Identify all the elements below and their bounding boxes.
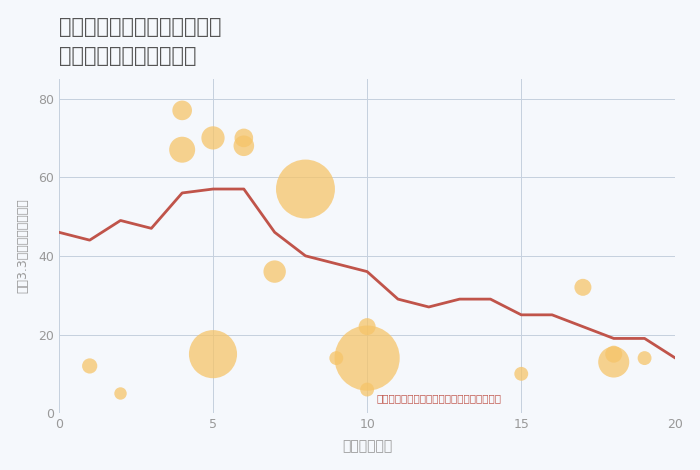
Point bbox=[176, 107, 188, 114]
Point bbox=[361, 386, 372, 393]
Point bbox=[207, 351, 218, 358]
Point bbox=[361, 323, 372, 330]
Point bbox=[361, 354, 372, 362]
Point bbox=[516, 370, 527, 377]
Point bbox=[238, 134, 249, 141]
Text: 福岡県北九州市若松区宮丸の
駅距離別中古戸建て価格: 福岡県北九州市若松区宮丸の 駅距離別中古戸建て価格 bbox=[59, 16, 221, 66]
X-axis label: 駅距離（分）: 駅距離（分） bbox=[342, 439, 392, 454]
Point bbox=[269, 268, 280, 275]
Point bbox=[608, 358, 620, 366]
Point bbox=[176, 146, 188, 154]
Point bbox=[608, 351, 620, 358]
Point bbox=[84, 362, 95, 370]
Point bbox=[330, 354, 342, 362]
Text: 円の大きさは、取引のあった物件面積を示す: 円の大きさは、取引のあった物件面積を示す bbox=[377, 393, 501, 403]
Point bbox=[207, 134, 218, 141]
Point bbox=[238, 142, 249, 149]
Point bbox=[300, 185, 311, 193]
Point bbox=[115, 390, 126, 397]
Point bbox=[639, 354, 650, 362]
Point bbox=[578, 283, 589, 291]
Y-axis label: 坪（3.3㎡）単価（万円）: 坪（3.3㎡）単価（万円） bbox=[17, 199, 29, 293]
